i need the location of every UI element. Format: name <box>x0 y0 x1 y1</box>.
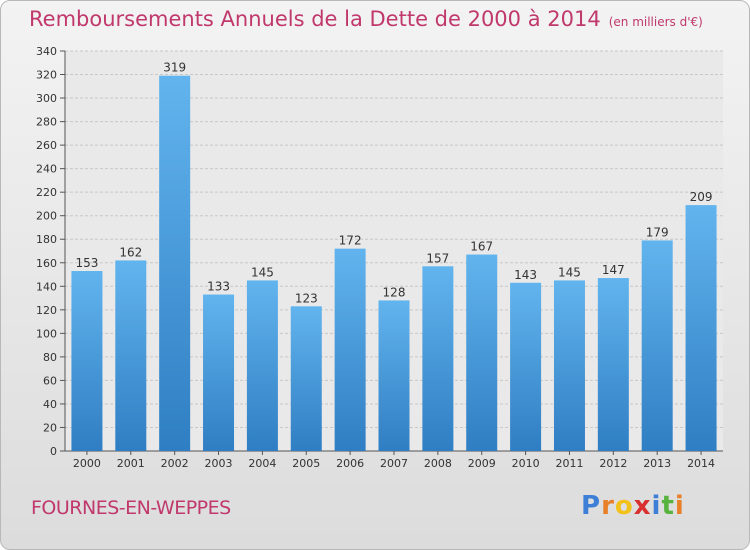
bar-value-label: 133 <box>207 280 230 294</box>
x-tick-label: 2012 <box>599 457 627 470</box>
chart-unit: (en milliers d'€) <box>608 15 703 29</box>
y-tick-label: 260 <box>36 139 57 152</box>
y-tick-label: 100 <box>36 327 57 340</box>
y-tick-label: 40 <box>43 398 57 411</box>
bar-value-label: 147 <box>602 263 625 277</box>
bar <box>378 300 410 451</box>
logo-letter: t <box>661 491 675 521</box>
bar <box>553 280 585 451</box>
y-tick-label: 140 <box>36 280 57 293</box>
x-tick-label: 2008 <box>424 457 452 470</box>
x-tick-label: 2010 <box>512 457 540 470</box>
bar <box>685 205 717 451</box>
bar-value-label: 153 <box>75 256 98 270</box>
y-tick-label: 0 <box>50 445 57 458</box>
bar-value-label: 157 <box>426 251 449 265</box>
bar <box>466 254 498 451</box>
x-tick-label: 2003 <box>205 457 233 470</box>
bar <box>290 306 322 451</box>
proxiti-logo: Proxiti <box>581 491 685 521</box>
logo-letter: i <box>674 491 685 521</box>
bar-value-label: 209 <box>690 190 713 204</box>
logo-letter: r <box>601 491 615 521</box>
bar <box>203 294 235 451</box>
y-tick-label: 160 <box>36 257 57 270</box>
bar-value-label: 319 <box>163 61 186 75</box>
x-tick-label: 2009 <box>468 457 496 470</box>
chart-title: Remboursements Annuels de la Dette de 20… <box>29 7 703 31</box>
y-tick-label: 60 <box>43 374 57 387</box>
logo-letter: o <box>614 491 634 521</box>
y-tick-label: 320 <box>36 69 57 82</box>
bar <box>641 240 673 451</box>
x-tick-label: 2004 <box>248 457 276 470</box>
chart-title-text: Remboursements Annuels de la Dette de 20… <box>29 7 601 31</box>
bar-value-label: 179 <box>646 225 669 239</box>
bar-value-label: 145 <box>558 265 581 279</box>
x-tick-label: 2011 <box>555 457 583 470</box>
bar <box>422 266 454 451</box>
logo-letter: x <box>633 491 652 521</box>
bar <box>334 248 366 451</box>
bar-value-label: 167 <box>470 240 493 254</box>
bar <box>597 278 629 451</box>
y-tick-label: 180 <box>36 233 57 246</box>
bar-value-label: 162 <box>119 245 142 259</box>
bar <box>246 280 278 451</box>
x-tick-label: 2007 <box>380 457 408 470</box>
bar-value-label: 143 <box>514 268 537 282</box>
city-name: FOURNES-EN-WEPPES <box>31 497 231 519</box>
y-tick-label: 20 <box>43 421 57 434</box>
bar-value-label: 128 <box>383 285 406 299</box>
x-tick-label: 2014 <box>687 457 715 470</box>
x-tick-label: 2006 <box>336 457 364 470</box>
bar <box>510 282 542 451</box>
bar <box>115 260 147 451</box>
x-tick-label: 2000 <box>73 457 101 470</box>
x-tick-label: 2005 <box>292 457 320 470</box>
y-tick-label: 120 <box>36 304 57 317</box>
logo-letter: P <box>581 491 602 521</box>
y-tick-label: 280 <box>36 116 57 129</box>
y-tick-label: 80 <box>43 351 57 364</box>
bar-value-label: 145 <box>251 265 274 279</box>
y-tick-label: 220 <box>36 186 57 199</box>
bar-value-label: 123 <box>295 291 318 305</box>
x-tick-label: 2002 <box>161 457 189 470</box>
x-tick-label: 2001 <box>117 457 145 470</box>
y-tick-label: 340 <box>36 45 57 58</box>
x-tick-label: 2013 <box>643 457 671 470</box>
logo-letter: i <box>651 491 662 521</box>
bar <box>71 271 103 451</box>
bar-value-label: 172 <box>339 234 362 248</box>
y-tick-label: 240 <box>36 163 57 176</box>
y-tick-label: 300 <box>36 92 57 105</box>
y-tick-label: 200 <box>36 210 57 223</box>
bar <box>159 75 191 452</box>
